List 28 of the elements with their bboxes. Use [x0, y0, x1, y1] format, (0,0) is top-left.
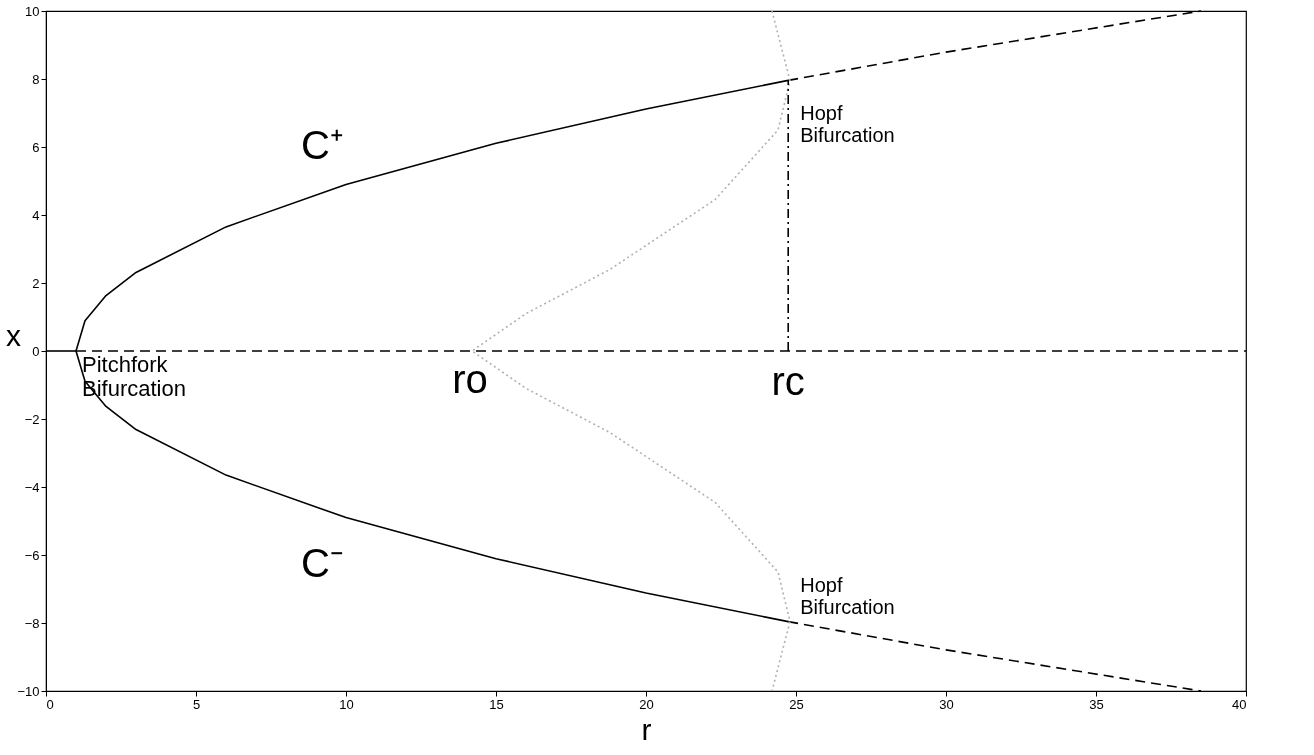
y-axis-title: x	[5, 318, 21, 352]
x-tick-label: 25	[789, 696, 804, 712]
annotation: rc	[771, 359, 805, 403]
y-tick-label: −2	[24, 411, 40, 427]
y-tick-label: −10	[17, 683, 40, 699]
y-tick-label: 2	[32, 275, 40, 291]
x-tick-label: 40	[1232, 696, 1247, 712]
x-tick-label: 30	[939, 696, 954, 712]
annotation: C⁺	[301, 123, 344, 167]
y-tick-label: −4	[24, 479, 40, 495]
annotation: ro	[452, 357, 488, 401]
x-tick-label: 35	[1089, 696, 1104, 712]
annotation: Hopf Bifurcation	[800, 573, 895, 618]
annotation: Hopf Bifurcation	[800, 102, 895, 147]
x-axis-title: r	[641, 712, 652, 746]
x-tick-label: 10	[339, 696, 354, 712]
x-tick-label: 20	[639, 696, 654, 712]
annotation: C⁻	[301, 541, 344, 586]
y-tick-label: 10	[25, 3, 40, 19]
y-tick-label: −6	[24, 547, 40, 563]
x-tick-label: 15	[489, 696, 504, 712]
x-tick-label: 5	[192, 696, 201, 712]
y-tick-label: 4	[32, 207, 40, 223]
y-tick-label: −8	[24, 615, 40, 631]
y-tick-label: 8	[32, 71, 40, 87]
x-tick-label: 0	[46, 696, 54, 712]
y-tick-label: 0	[32, 343, 40, 359]
y-tick-label: 6	[32, 139, 40, 155]
